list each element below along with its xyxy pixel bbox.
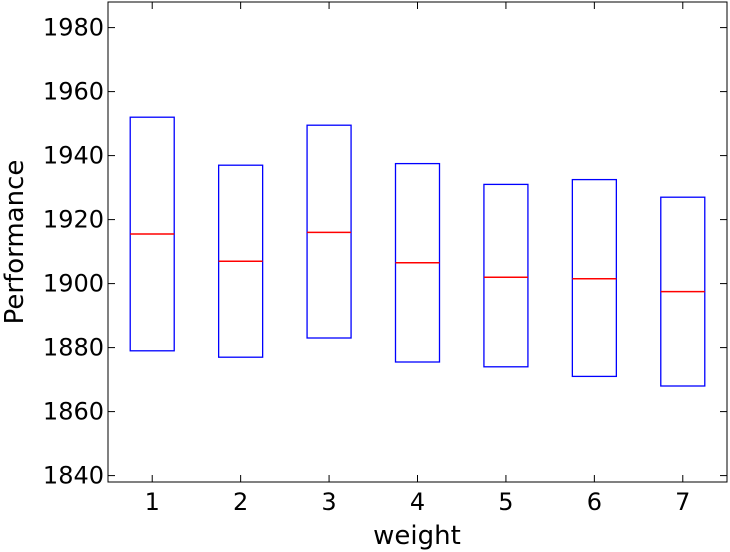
x-tick-label: 6 bbox=[587, 488, 602, 516]
y-tick-label: 1960 bbox=[43, 78, 104, 106]
box-6 bbox=[571, 178, 618, 378]
boxes-layer bbox=[129, 116, 706, 387]
x-tick-label: 5 bbox=[498, 488, 513, 516]
y-tick-label: 1900 bbox=[43, 270, 104, 298]
plot-area-frame bbox=[107, 1, 728, 483]
box-3 bbox=[306, 124, 352, 339]
y-tick-label: 1980 bbox=[43, 14, 104, 42]
ticks-layer: 1840 1860 1880 1900 1920 1940 1960 1980 1 2 3 4 5 6 7 bbox=[43, 2, 727, 516]
x-tick-label: 2 bbox=[233, 488, 248, 516]
y-tick-label: 1840 bbox=[43, 462, 104, 490]
box-5 bbox=[483, 183, 529, 368]
x-tick-label: 7 bbox=[675, 488, 690, 516]
y-tick-label: 1920 bbox=[43, 206, 104, 234]
x-axis-label: weight bbox=[373, 521, 461, 551]
y-axis-label: Performance bbox=[0, 160, 30, 325]
y-tick-label: 1940 bbox=[43, 142, 104, 170]
y-tick-label: 1880 bbox=[43, 334, 104, 362]
x-tick-label: 4 bbox=[410, 488, 425, 516]
x-tick-label: 1 bbox=[145, 488, 160, 516]
y-tick-label: 1860 bbox=[43, 398, 104, 426]
x-tick-label: 3 bbox=[321, 488, 336, 516]
